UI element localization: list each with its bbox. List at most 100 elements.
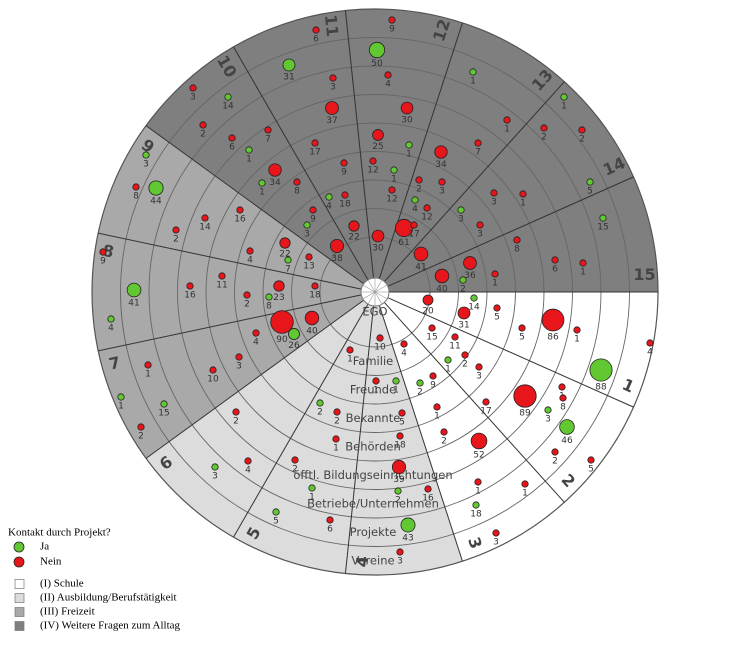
sector-divider bbox=[378, 22, 463, 279]
node-label: 1 bbox=[373, 386, 379, 396]
contact-node bbox=[560, 93, 568, 101]
contact-node bbox=[482, 398, 490, 406]
contact-node bbox=[329, 238, 345, 254]
contact-node bbox=[264, 126, 272, 134]
sector-number: 8 bbox=[101, 241, 116, 262]
node-label: 2 bbox=[416, 185, 422, 195]
hub-spoke bbox=[362, 291, 376, 300]
contact-node bbox=[372, 377, 380, 385]
sector-divider bbox=[387, 297, 634, 408]
node-label: 39 bbox=[393, 475, 405, 485]
node-label: 1 bbox=[246, 155, 252, 165]
node-label: 88 bbox=[595, 383, 607, 393]
node-label: 5 bbox=[494, 313, 500, 323]
contact-node bbox=[312, 26, 320, 34]
contact-node bbox=[252, 329, 260, 337]
contact-node bbox=[99, 248, 107, 256]
contact-node bbox=[589, 358, 613, 382]
node-label: 86 bbox=[547, 332, 559, 342]
contact-node bbox=[273, 280, 285, 292]
sector-divider bbox=[98, 294, 362, 352]
contact-node bbox=[284, 256, 292, 264]
node-label: 34 bbox=[269, 178, 281, 188]
legend-swatch bbox=[14, 607, 25, 617]
contact-node bbox=[444, 356, 452, 364]
contact-node bbox=[332, 435, 340, 443]
node-label: 2 bbox=[292, 465, 298, 475]
contact-node bbox=[388, 16, 396, 24]
legend-label: Ja bbox=[40, 541, 49, 553]
contact-node bbox=[341, 191, 349, 199]
contact-node bbox=[201, 214, 209, 222]
contact-node bbox=[513, 236, 521, 244]
contact-node bbox=[396, 548, 404, 556]
contact-node bbox=[578, 126, 586, 134]
legend-label: (I) Schule bbox=[40, 578, 84, 590]
contact-node bbox=[325, 101, 339, 115]
node-label: 1 bbox=[259, 188, 265, 198]
node-label: 34 bbox=[435, 160, 447, 170]
sector-wedge bbox=[375, 292, 565, 562]
node-label: 1 bbox=[145, 370, 151, 380]
contact-node bbox=[137, 423, 145, 431]
contact-node bbox=[293, 178, 301, 186]
legend-swatch bbox=[14, 593, 25, 603]
node-label: 40 bbox=[306, 326, 318, 336]
node-label: 11 bbox=[216, 281, 227, 291]
contact-node bbox=[521, 480, 529, 488]
node-label: 15 bbox=[597, 223, 608, 233]
contact-node bbox=[304, 310, 320, 326]
node-label: 4 bbox=[647, 348, 653, 358]
contact-node bbox=[573, 326, 581, 334]
sector-divider bbox=[378, 305, 463, 562]
contact-node bbox=[368, 41, 386, 59]
node-label: 14 bbox=[222, 102, 234, 112]
node-label: 2 bbox=[317, 408, 323, 418]
contact-node bbox=[544, 406, 552, 414]
ring-label: öfftl. Bildungseinrichtungen bbox=[293, 468, 452, 482]
node-label: 30 bbox=[401, 115, 413, 125]
node-label: 9 bbox=[389, 25, 395, 35]
node-label: 1 bbox=[333, 444, 339, 454]
contact-node bbox=[646, 339, 654, 347]
node-label: 5 bbox=[273, 517, 279, 527]
contact-node bbox=[371, 229, 385, 243]
ring-label: Behörden bbox=[345, 439, 400, 453]
sector-divider bbox=[344, 10, 375, 279]
node-label: 89 bbox=[519, 409, 531, 419]
contact-node bbox=[172, 226, 180, 234]
contact-node bbox=[288, 328, 300, 340]
ring-label: Bekannte bbox=[346, 411, 401, 425]
hub-spoke bbox=[374, 279, 383, 293]
contact-node bbox=[303, 221, 311, 229]
sector-divider bbox=[233, 46, 369, 281]
node-label: 2 bbox=[579, 135, 585, 145]
node-label: 18 bbox=[394, 441, 406, 451]
node-label: 9 bbox=[341, 168, 347, 178]
contact-node bbox=[308, 484, 316, 492]
contact-node bbox=[305, 253, 313, 261]
contact-node bbox=[440, 428, 448, 436]
contact-node bbox=[396, 432, 404, 440]
contact-node bbox=[599, 214, 607, 222]
node-label: 3 bbox=[545, 415, 551, 425]
node-label: 2 bbox=[441, 437, 447, 447]
contact-node bbox=[258, 179, 266, 187]
hub-spoke bbox=[362, 284, 376, 293]
contact-node bbox=[268, 163, 282, 177]
contact-node bbox=[558, 383, 566, 391]
contact-node bbox=[475, 363, 483, 371]
node-label: 4 bbox=[326, 202, 332, 212]
node-label: 6 bbox=[552, 265, 558, 275]
node-label: 3 bbox=[458, 215, 464, 225]
node-label: 8 bbox=[294, 187, 300, 197]
contact-node bbox=[390, 166, 398, 174]
contact-node bbox=[376, 334, 384, 342]
node-label: 8 bbox=[560, 403, 566, 413]
contact-node bbox=[372, 129, 384, 141]
node-label: 5 bbox=[399, 418, 405, 428]
contact-node bbox=[469, 68, 477, 76]
node-label: 2 bbox=[417, 388, 423, 398]
node-label: 6 bbox=[313, 35, 319, 45]
